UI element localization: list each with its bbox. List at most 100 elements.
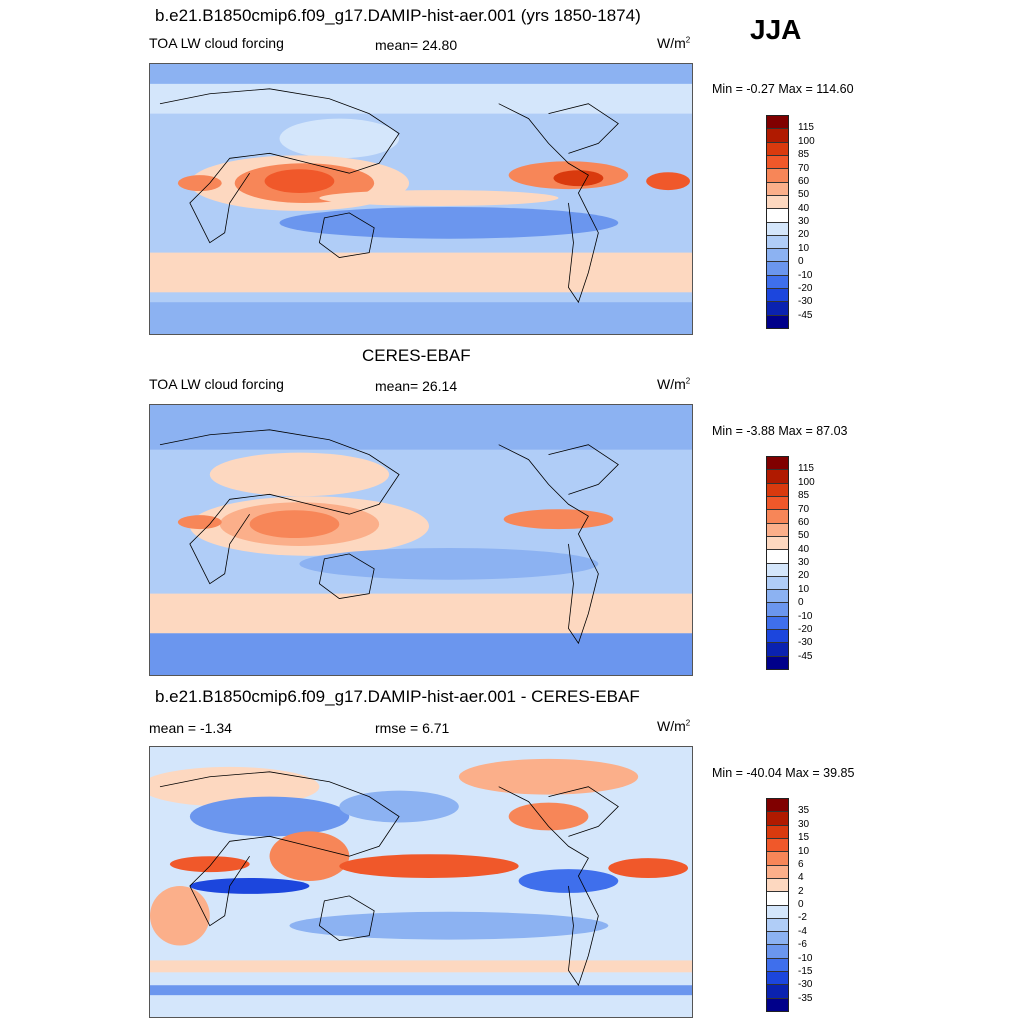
colorbar-swatch bbox=[767, 496, 788, 511]
colorbar-level-label: -10 bbox=[798, 610, 813, 622]
colorbar-level-label: 20 bbox=[798, 570, 810, 582]
panel3-map bbox=[149, 746, 693, 1018]
colorbar-swatch bbox=[767, 182, 788, 196]
colorbar-swatch bbox=[767, 302, 788, 316]
colorbar-swatch bbox=[767, 932, 788, 946]
colorbar-level-label: 4 bbox=[798, 872, 804, 884]
colorbar-level-label: 2 bbox=[798, 885, 804, 897]
panel3-rmse-label: rmse = 6.71 bbox=[375, 720, 450, 736]
colorbar-swatch bbox=[767, 510, 788, 524]
colorbar-swatch bbox=[767, 550, 788, 564]
colorbar-swatch bbox=[767, 892, 788, 906]
colorbar-level-label: 100 bbox=[798, 135, 815, 147]
colorbar-swatch bbox=[767, 275, 788, 290]
colorbar-swatch bbox=[767, 457, 788, 471]
colorbar-level-label: -4 bbox=[798, 925, 807, 937]
colorbar-level-label: -6 bbox=[798, 939, 807, 951]
panel1-unit-label: W/m2 bbox=[657, 35, 691, 51]
panel3-minmax: Min = -40.04 Max = 39.85 bbox=[712, 766, 855, 780]
panel1-minmax: Min = -0.27 Max = 114.60 bbox=[712, 82, 854, 96]
colorbar-swatch bbox=[767, 998, 788, 1011]
colorbar-level-label: -45 bbox=[798, 309, 813, 321]
panel3-title: b.e21.B1850cmip6.f09_g17.DAMIP-hist-aer.… bbox=[155, 687, 640, 706]
colorbar-level-label: 50 bbox=[798, 530, 810, 542]
colorbar-swatch bbox=[767, 315, 788, 328]
colorbar-level-label: -30 bbox=[798, 637, 813, 649]
colorbar-level-label: 20 bbox=[798, 229, 810, 241]
colorbar-swatch bbox=[767, 563, 788, 577]
panel1-map bbox=[149, 63, 693, 335]
colorbar-level-label: -30 bbox=[798, 979, 813, 991]
colorbar-swatch bbox=[767, 643, 788, 657]
panel2-minmax: Min = -3.88 Max = 87.03 bbox=[712, 424, 848, 438]
colorbar-level-label: 60 bbox=[798, 175, 810, 187]
colorbar-level-label: 70 bbox=[798, 503, 810, 515]
colorbar-swatch bbox=[767, 630, 788, 644]
colorbar-swatch bbox=[767, 603, 788, 617]
panel3-colorbar bbox=[766, 798, 789, 1012]
panel1-mean-label: mean= 24.80 bbox=[375, 37, 458, 53]
panel3-mean-label: mean = -1.34 bbox=[149, 720, 232, 736]
colorbar-level-label: 15 bbox=[798, 832, 810, 844]
colorbar-swatch bbox=[767, 129, 788, 143]
colorbar-level-label: 0 bbox=[798, 597, 804, 609]
panel1-title: b.e21.B1850cmip6.f09_g17.DAMIP-hist-aer.… bbox=[155, 6, 641, 25]
colorbar-swatch bbox=[767, 249, 788, 263]
colorbar-swatch bbox=[767, 825, 788, 839]
colorbar-swatch bbox=[767, 209, 788, 223]
colorbar-swatch bbox=[767, 838, 788, 853]
colorbar-swatch bbox=[767, 536, 788, 551]
panel2-colorbar-labels: 115 100 85 70 60 50 40 30 20 10 0 -10 -20 -30 -45 bbox=[798, 456, 858, 670]
season-label: JJA bbox=[750, 14, 802, 45]
colorbar-level-label: 85 bbox=[798, 149, 810, 161]
colorbar-level-label: -10 bbox=[798, 269, 813, 281]
colorbar-level-label: 115 bbox=[798, 122, 814, 134]
colorbar-swatch bbox=[767, 195, 788, 210]
colorbar-swatch bbox=[767, 972, 788, 986]
colorbar-swatch bbox=[767, 812, 788, 826]
colorbar-level-label: 60 bbox=[798, 516, 810, 528]
colorbar-level-label: -15 bbox=[798, 965, 813, 977]
panel2-unit-label: W/m2 bbox=[657, 376, 691, 392]
colorbar-level-label: 40 bbox=[798, 543, 810, 555]
colorbar-swatch bbox=[767, 918, 788, 933]
panel2-map bbox=[149, 404, 693, 676]
colorbar-level-label: -30 bbox=[798, 296, 813, 308]
colorbar-level-label: -35 bbox=[798, 992, 813, 1004]
colorbar-swatch bbox=[767, 616, 788, 631]
panel2-variable-label: TOA LW cloud forcing bbox=[149, 376, 284, 392]
colorbar-level-label: 0 bbox=[798, 899, 804, 910]
colorbar-swatch bbox=[767, 799, 788, 813]
panel1-variable-label: TOA LW cloud forcing bbox=[149, 35, 284, 51]
colorbar-swatch bbox=[767, 169, 788, 183]
colorbar-level-label: -10 bbox=[798, 952, 813, 964]
colorbar-swatch bbox=[767, 142, 788, 156]
colorbar-swatch bbox=[767, 523, 788, 537]
colorbar-swatch bbox=[767, 985, 788, 999]
colorbar-swatch bbox=[767, 116, 788, 130]
colorbar-level-label: 30 bbox=[798, 818, 810, 830]
colorbar-level-label: 10 bbox=[798, 845, 810, 857]
colorbar-level-label: -45 bbox=[798, 650, 813, 662]
colorbar-swatch bbox=[767, 865, 788, 879]
colorbar-level-label: -20 bbox=[798, 623, 813, 635]
panel3-colorbar-labels: 35 30 15 10 6 4 2 0 -2 -4 -6 -10 -15 -30 -35 bbox=[798, 798, 858, 1012]
colorbar-level-label: 70 bbox=[798, 162, 810, 174]
colorbar-level-label: -20 bbox=[798, 282, 813, 294]
colorbar-swatch bbox=[767, 656, 788, 669]
panel1-colorbar bbox=[766, 115, 789, 329]
panel2-mean-label: mean= 26.14 bbox=[375, 378, 458, 394]
colorbar-level-label: 30 bbox=[798, 557, 810, 568]
colorbar-swatch bbox=[767, 852, 788, 866]
colorbar-level-label: 115 bbox=[798, 463, 814, 475]
colorbar-swatch bbox=[767, 235, 788, 250]
colorbar-swatch bbox=[767, 155, 788, 170]
colorbar-swatch bbox=[767, 576, 788, 591]
panel2-title: CERES-EBAF bbox=[362, 346, 471, 365]
panel3-unit-label: W/m2 bbox=[657, 718, 691, 734]
colorbar-swatch bbox=[767, 905, 788, 919]
colorbar-level-label: 30 bbox=[798, 216, 810, 227]
colorbar-swatch bbox=[767, 262, 788, 276]
colorbar-level-label: 6 bbox=[798, 858, 804, 870]
panel2-colorbar bbox=[766, 456, 789, 670]
